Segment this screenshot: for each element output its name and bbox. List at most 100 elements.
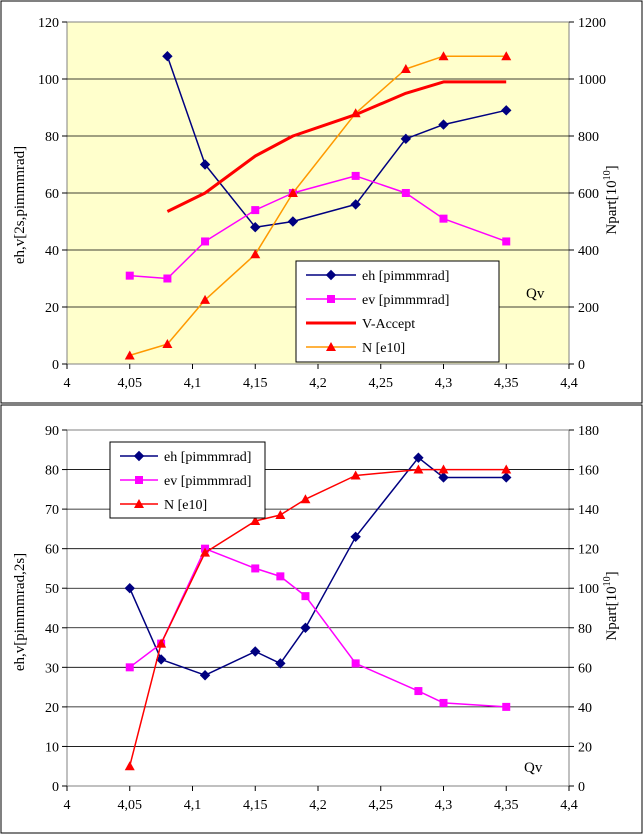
legend-label: eh [pimmmrad] <box>164 450 251 465</box>
legend-swatch-marker <box>327 295 335 303</box>
y-right-tick-label: 200 <box>578 301 599 316</box>
y-left-tick-label: 70 <box>45 503 59 518</box>
series-3-point <box>156 638 167 648</box>
y-left-tick-label: 80 <box>45 464 59 479</box>
series-2-point <box>414 687 423 696</box>
series-3-point <box>300 494 311 504</box>
series-2-point <box>351 171 360 180</box>
series-1-point <box>124 583 135 594</box>
series-4-point <box>350 108 361 118</box>
legend-swatch-marker <box>133 450 145 462</box>
y-left-tick-label: 100 <box>38 73 59 88</box>
series-1-point <box>501 105 512 116</box>
series-3-point <box>275 510 286 520</box>
series-2-point <box>276 572 285 581</box>
chart-2-legend: eh [pimmmrad] ev [pimmmrad] N [e10] <box>109 441 266 519</box>
y-right-tick-label: 40 <box>578 701 592 716</box>
series-1-point <box>438 119 449 130</box>
series-1-point <box>199 670 211 681</box>
x-tick-label: 4,35 <box>494 376 519 391</box>
y-left-tick-label: 20 <box>45 701 59 716</box>
series-3-line <box>166 80 507 213</box>
series-4-point <box>162 339 173 349</box>
y-left-axis-label: eh,v[2s,pimmmrad] <box>12 146 28 264</box>
series-1-point <box>300 622 311 633</box>
series-3-line <box>128 468 507 767</box>
y-right-tick-label: 60 <box>578 661 592 676</box>
y-right-tick-label: 1000 <box>578 73 606 88</box>
x-tick-label: 4,3 <box>435 376 453 391</box>
y-right-tick-label: 0 <box>578 358 585 373</box>
x-tick-label: 4,4 <box>560 798 578 813</box>
x-tick-label: 4,4 <box>560 376 578 391</box>
y-right-axis-label: Npart[1010] <box>602 571 620 640</box>
y-right-tick-label: 180 <box>578 424 599 439</box>
series-1-point <box>162 50 173 62</box>
y-right-tick-label: 140 <box>578 503 599 518</box>
chart-1-legend: eh [pimmmrad] ev [pimmmrad] V-Accept N [e10… <box>295 260 500 363</box>
legend-label: ev [pimmmrad] <box>164 474 251 489</box>
x-tick-label: 4,2 <box>309 798 327 813</box>
series-3-point <box>200 547 211 557</box>
y-right-tick-label: 160 <box>578 464 599 479</box>
legend-label: N [e10] <box>362 341 405 356</box>
series-1-point <box>275 658 286 669</box>
series-2-point <box>251 206 260 215</box>
series-1-point <box>350 531 361 543</box>
series-4-point <box>438 51 449 61</box>
y-left-tick-label: 90 <box>45 424 59 439</box>
series-1-line <box>129 456 507 676</box>
series-3-point <box>501 464 512 474</box>
y-right-tick-label: 100 <box>578 582 599 597</box>
y-right-axis-label: Npart[1010] <box>602 165 620 234</box>
x-tick-label: 4 <box>64 798 71 813</box>
series-1-point <box>438 472 449 483</box>
series-3-point <box>124 761 135 771</box>
series-1 <box>124 452 512 681</box>
y-left-tick-label: 60 <box>45 187 59 202</box>
legend-label: eh [pimmmrad] <box>362 269 449 284</box>
y-right-tick-label: 0 <box>578 780 585 795</box>
series-4-point <box>124 350 135 360</box>
series-2-point <box>439 214 448 223</box>
legend-label: N [e10] <box>164 498 207 513</box>
series-1-point <box>199 159 211 170</box>
series-4-point <box>501 51 512 61</box>
y-right-tick-label: 1200 <box>578 16 606 31</box>
series-3-point <box>438 464 449 474</box>
series-4-point <box>250 249 261 259</box>
qv-annotation: Qv <box>524 760 543 776</box>
y-right-tick-label: 400 <box>578 244 599 259</box>
x-tick-label: 4,35 <box>494 798 519 813</box>
series-3 <box>166 80 507 213</box>
series-2-point <box>301 592 310 601</box>
y-left-tick-label: 40 <box>45 622 59 637</box>
series-2-point <box>502 702 511 711</box>
series-4 <box>124 51 512 360</box>
y-left-tick-label: 40 <box>45 244 59 259</box>
x-tick-label: 4,25 <box>369 376 394 391</box>
y-left-tick-label: 20 <box>45 301 59 316</box>
y-left-tick-label: 50 <box>45 582 59 597</box>
chart-2: 0 10 20 30 40 50 60 70 80 90 0 20 40 60 80 100 120 140 160… <box>0 404 643 834</box>
x-tick-label: 4,1 <box>184 376 202 391</box>
series-3 <box>124 464 512 771</box>
series-2-point <box>163 274 172 283</box>
x-tick-label: 4,25 <box>369 798 394 813</box>
series-2-point <box>125 663 134 672</box>
series-1-point <box>250 221 261 233</box>
y-right-tick-label: 80 <box>578 622 592 637</box>
x-tick-label: 4,3 <box>435 798 453 813</box>
series-4-point <box>200 294 211 304</box>
series-1 <box>162 50 512 233</box>
x-tick-label: 4 <box>64 376 71 391</box>
series-4-point <box>400 64 411 74</box>
series-2-point <box>251 564 260 573</box>
y-left-axis-label: eh,v[pimmmrad,2s] <box>12 553 28 671</box>
series-2-point <box>502 237 511 246</box>
legend-swatch-marker <box>135 476 143 484</box>
series-2-point <box>351 659 360 668</box>
series-1-point <box>501 472 512 483</box>
y-left-tick-label: 0 <box>52 358 59 373</box>
series-2-point <box>439 698 448 707</box>
